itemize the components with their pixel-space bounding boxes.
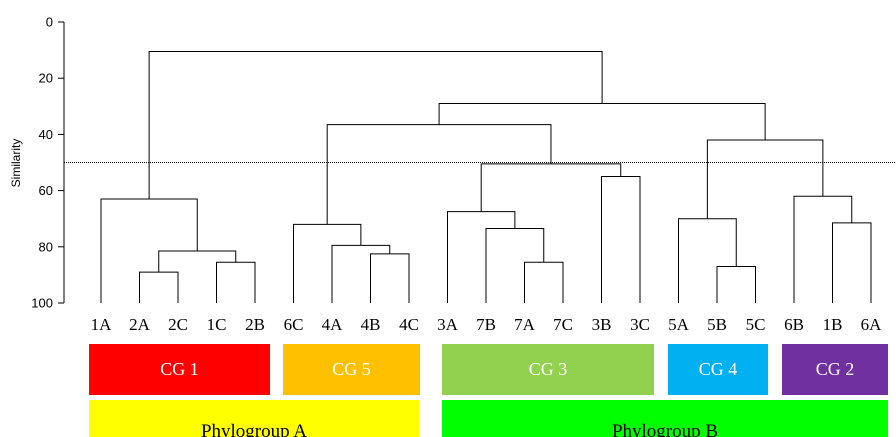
dendrogram-link: [678, 218, 737, 303]
dendrogram-link: [158, 250, 237, 273]
leaf-label: 3A: [437, 315, 459, 334]
phylogroup-box: Phylogroup B: [442, 400, 888, 437]
leaf-label: 7B: [476, 315, 496, 334]
y-axis-title: Similarity: [9, 139, 23, 188]
leaf-label: 2C: [168, 315, 188, 334]
y-tick-label: 40: [39, 127, 53, 142]
clonal-group-box: CG 5: [283, 344, 420, 395]
dendrogram-tree: [100, 51, 872, 303]
phylogroup-box: Phylogroup A: [89, 400, 419, 437]
dendrogram-link: [216, 261, 256, 303]
y-tick-label: 100: [31, 296, 53, 311]
dendrogram-link: [293, 223, 362, 303]
leaf-label: 7A: [514, 315, 536, 334]
leaf-label: 5C: [746, 315, 766, 334]
leaf-label: 4C: [399, 315, 419, 334]
dendrogram-link: [370, 253, 410, 303]
clonal-group-box: CG 4: [668, 344, 768, 395]
y-tick-label: 0: [46, 15, 53, 30]
clonal-group-box: CG 1: [89, 344, 270, 395]
dendrogram-link: [485, 228, 545, 303]
y-tick-label: 80: [39, 239, 53, 254]
leaf-label: 1A: [91, 315, 113, 334]
leaf-label: 4B: [361, 315, 381, 334]
clonal-group-box: CG 2: [782, 344, 888, 395]
leaf-label: 6B: [784, 315, 804, 334]
leaf-label: 5B: [707, 315, 727, 334]
y-tick-label: 60: [39, 183, 53, 198]
dendrogram-link: [480, 163, 622, 212]
phylogroup-label: Phylogroup B: [611, 421, 719, 437]
leaf-label: 6A: [861, 315, 883, 334]
leaf-label: 3C: [630, 315, 650, 334]
dendrogram-link: [447, 211, 516, 303]
dendrogram-link: [326, 124, 552, 225]
y-tick-label: 20: [39, 71, 53, 86]
dendrogram-link: [793, 195, 853, 303]
leaf-label: 3B: [592, 315, 612, 334]
dendrogram-link: [832, 222, 872, 303]
dendrogram-link: [139, 271, 179, 303]
leaf-label: 6C: [284, 315, 304, 334]
leaf-label: 7C: [553, 315, 573, 334]
dendrogram-link: [148, 51, 603, 200]
phylogroup-label: Phylogroup A: [200, 421, 308, 437]
dendrogram-link: [601, 176, 641, 303]
leaf-label: 4A: [322, 315, 344, 334]
dendrogram-chart: Similarity 0 20 40 60 80 100 1A 2A 2C 1C 2B 6C 4A 4B…: [9, 15, 896, 334]
dendrogram-link: [706, 139, 824, 219]
leaf-label: 2B: [245, 315, 265, 334]
leaf-label: 2A: [129, 315, 151, 334]
leaf-label: 1B: [823, 315, 843, 334]
dendrogram-link: [438, 102, 766, 141]
leaf-label: 1C: [207, 315, 227, 334]
dendrogram-link: [524, 261, 564, 303]
dendrogram-link: [716, 265, 756, 303]
leaf-label: 5A: [668, 315, 690, 334]
y-axis: 0 20 40 60 80 100: [31, 15, 65, 311]
clonal-group-box: CG 3: [442, 344, 654, 395]
leaf-labels: 1A 2A 2C 1C 2B 6C 4A 4B 4C 3A 7B 7A 7C 3B 3C 5A 5B 5C 6B 1B…: [91, 315, 883, 334]
